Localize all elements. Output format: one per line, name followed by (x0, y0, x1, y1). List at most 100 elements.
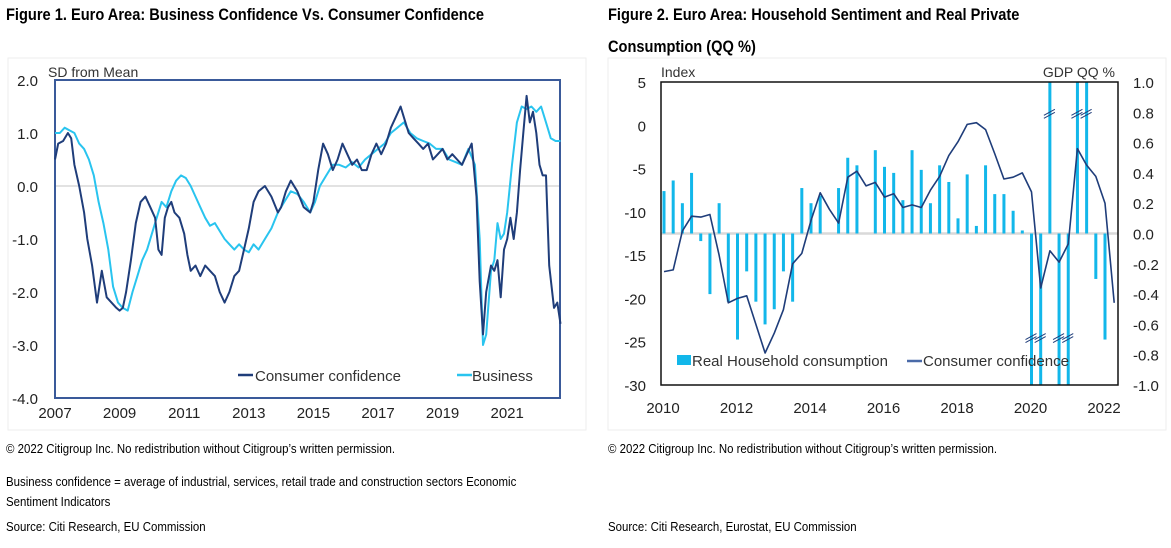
consumption-bar (1057, 233, 1061, 385)
chart-1-y-tick-label: -3.0 (12, 338, 38, 355)
chart-2-right-tick-label: -0.6 (1133, 317, 1159, 334)
consumption-bar (984, 165, 988, 234)
chart-1-x-tick-label: 2007 (38, 405, 71, 422)
chart-2-right-tick-label: 1.0 (1133, 75, 1154, 92)
chart-1-outer-frame (7, 57, 587, 431)
consumer-confidence-line (663, 121, 1115, 354)
consumption-bar (956, 218, 960, 234)
consumption-bar (965, 174, 969, 234)
consumption-bar (1075, 82, 1079, 234)
consumption-bar (919, 169, 923, 234)
chart-2-right-tick-label: -0.4 (1133, 287, 1159, 304)
chart-2-x-tick-label: 2016 (867, 400, 900, 417)
chart-2-x-tick-label: 2012 (720, 400, 753, 417)
consumption-bar (1094, 233, 1098, 279)
consumption-bar (818, 195, 822, 234)
chart-1-y-tick-label: -4.0 (12, 391, 38, 408)
chart-2-x-tick-label: 2014 (793, 400, 826, 417)
chart-2-right-tick-label: 0.4 (1133, 166, 1154, 183)
figure-2-copyright: © 2022 Citigroup Inc. No redistribution … (608, 441, 998, 456)
consumption-bar (855, 165, 859, 234)
axis-break-mark (1080, 108, 1092, 119)
chart-2-right-tick-label: 0.6 (1133, 136, 1154, 153)
axis-break-mark (1034, 333, 1046, 343)
chart-2-right-tick-label: 0.8 (1133, 105, 1154, 122)
chart-2-left-axis-label: Index (661, 64, 695, 80)
chart-2-outer-frame (607, 57, 1167, 431)
consumption-bar (781, 233, 785, 272)
figure-2-source: Source: Citi Research, Eurostat, EU Comm… (608, 519, 857, 534)
legend-business-label: Business (472, 368, 533, 385)
consumption-bar (736, 233, 739, 340)
legend-consumer-label: Consumer confidence (255, 368, 401, 385)
consumption-bar (1002, 194, 1006, 234)
consumption-bar (671, 180, 675, 234)
chart-2-x-tick-label: 2010 (646, 400, 679, 417)
consumption-bar (690, 172, 694, 234)
consumption-bar (1030, 233, 1033, 385)
consumption-bar (974, 225, 978, 234)
axis-break-mark (1062, 333, 1074, 343)
chart-2-x-tick-label: 2022 (1087, 400, 1120, 417)
chart-2-left-tick-label: -30 (624, 378, 646, 395)
chart-2-household-sentiment-consumption: Index GDP QQ % 5 0 -5 -10 -15 -20 -25 -30 1.0 0.8 0.… (607, 57, 1167, 431)
chart-1-business-vs-consumer-confidence: SD from Mean2.01.00.0-1.0-2.0-3.0-4.0200… (7, 57, 587, 431)
chart-1-y-tick-label: 1.0 (17, 126, 38, 143)
chart-2-plot-frame (660, 81, 1119, 386)
figure-1-copyright: © 2022 Citigroup Inc. No redistribution … (6, 441, 396, 456)
figure-1-title: Figure 1. Euro Area: Business Confidence… (6, 5, 484, 24)
chart-1-y-tick-label: -2.0 (12, 285, 38, 302)
consumption-bar (901, 200, 905, 234)
chart-1-x-tick-label: 2021 (491, 405, 524, 422)
chart-2-right-axis-label: GDP QQ % (1043, 64, 1115, 80)
consumer-confidence-line (54, 94, 562, 336)
consumption-bar (1085, 82, 1089, 234)
chart-2-left-tick-label: -10 (624, 205, 646, 222)
consumption-bar (1103, 233, 1107, 340)
axis-break-mark (1025, 333, 1037, 343)
consumption-bar (754, 233, 758, 302)
consumption-bar (717, 203, 721, 234)
chart-1-plot-frame (54, 79, 561, 399)
consumption-bar (763, 233, 767, 325)
chart-2-x-tick-label: 2018 (940, 400, 973, 417)
legend-consumption-label: Real Household consumption (692, 353, 888, 370)
axis-break-mark (1043, 108, 1056, 119)
chart-1-x-tick-label: 2009 (103, 405, 136, 422)
chart-1-x-tick-label: 2013 (232, 405, 265, 422)
axis-break-mark (1052, 333, 1065, 343)
chart-2-right-tick-label: 0.0 (1133, 227, 1154, 244)
figure-2-title-line2: Consumption (QQ %) (608, 37, 756, 56)
consumption-bar (837, 188, 841, 234)
chart-1-x-tick-label: 2015 (297, 405, 330, 422)
figure-1-footnote-line2: Sentiment Indicators (6, 494, 111, 509)
consumption-bar (699, 233, 703, 242)
chart-2-right-tick-label: -0.2 (1133, 257, 1159, 274)
chart-1-y-tick-label: 0.0 (17, 179, 38, 196)
chart-2-left-tick-label: -25 (624, 335, 646, 352)
consumption-bar (883, 166, 886, 234)
consumption-bar (800, 188, 804, 234)
figure-2-title-line1: Figure 2. Euro Area: Household Sentiment… (608, 5, 1020, 24)
chart-2-right-tick-label: 0.2 (1133, 196, 1154, 213)
consumption-bar (993, 194, 997, 234)
chart-1-x-tick-label: 2011 (168, 405, 200, 422)
chart-2-left-tick-label: -15 (624, 248, 646, 265)
consumption-bar (892, 172, 896, 234)
figure-1-footnote-line1: Business confidence = average of industr… (6, 474, 517, 489)
consumption-bar (1020, 230, 1024, 234)
consumption-bar (745, 233, 749, 272)
consumption-bar (873, 150, 877, 234)
chart-2-left-tick-label: 5 (638, 75, 646, 92)
chart-1-y-tick-label: 2.0 (17, 73, 38, 90)
chart-2-left-tick-label: -20 (624, 291, 646, 308)
consumption-bar (910, 150, 914, 234)
chart-1-x-tick-label: 2017 (361, 405, 394, 422)
consumption-bar (662, 191, 666, 234)
consumption-bar (947, 181, 951, 234)
consumption-bar (1048, 82, 1052, 234)
chart-2-right-tick-label: -1.0 (1133, 378, 1159, 395)
consumption-bar (708, 233, 712, 295)
consumption-bar (680, 203, 684, 234)
consumption-bar (938, 165, 942, 234)
